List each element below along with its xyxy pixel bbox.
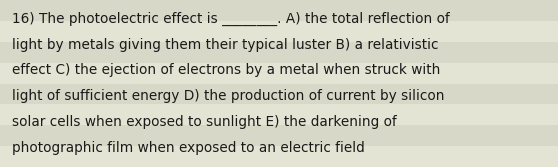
Text: light by metals giving them their typical luster B) a relativistic: light by metals giving them their typica… [12, 38, 439, 52]
Text: effect C) the ejection of electrons by a metal when struck with: effect C) the ejection of electrons by a… [12, 63, 441, 77]
Text: light of sufficient energy D) the production of current by silicon: light of sufficient energy D) the produc… [12, 89, 445, 103]
Bar [0, 104, 558, 125]
Bar [0, 146, 558, 167]
Text: photographic film when exposed to an electric field: photographic film when exposed to an ele… [12, 141, 365, 155]
Bar [0, 21, 558, 42]
Text: solar cells when exposed to sunlight E) the darkening of: solar cells when exposed to sunlight E) … [12, 115, 397, 129]
Text: 16) The photoelectric effect is ________. A) the total reflection of: 16) The photoelectric effect is ________… [12, 12, 450, 26]
Bar [0, 42, 558, 63]
Bar [0, 0, 558, 21]
Bar [0, 63, 558, 84]
Bar [0, 84, 558, 104]
Bar [0, 125, 558, 146]
